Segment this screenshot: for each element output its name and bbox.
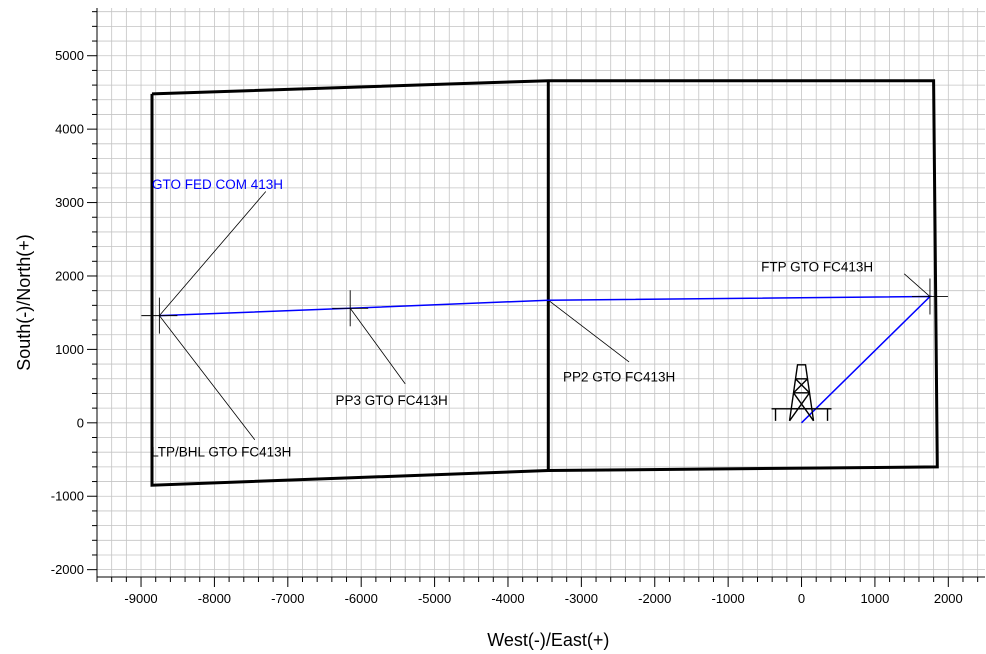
x-tick-label: -1000: [712, 591, 745, 606]
plot-frame: [96, 8, 985, 578]
point-annotation: PP3 GTO FC413H: [336, 393, 448, 408]
annotation-leaders: [159, 191, 931, 440]
annotation-leader: [159, 315, 256, 440]
grid-lines: [96, 8, 985, 577]
point-annotation: FTP GTO FC413H: [761, 259, 873, 274]
x-axis-label: West(-)/East(+): [487, 630, 609, 650]
x-tick-label: -7000: [271, 591, 304, 606]
y-tick-label: 2000: [55, 268, 84, 283]
x-tick-label: 2000: [934, 591, 963, 606]
y-tick-label: -1000: [51, 489, 84, 504]
y-tick-label: 0: [77, 415, 84, 430]
rig-stroke: [788, 392, 815, 422]
axis-ticks: [87, 11, 979, 587]
x-tick-label: 1000: [860, 591, 889, 606]
annotation-leader: [159, 191, 267, 316]
well-path-line: [159, 295, 932, 424]
x-tick-label: -5000: [418, 591, 451, 606]
lease-boundaries: [150, 79, 939, 487]
x-tick-label: -4000: [491, 591, 524, 606]
well-path: [159, 295, 932, 424]
point-annotation: LTP/BHL GTO FC413H: [151, 444, 291, 459]
lease-boundary: [150, 79, 939, 487]
x-tick-label: 0: [798, 591, 805, 606]
y-tick-label: -2000: [51, 562, 84, 577]
x-tick-label: -2000: [638, 591, 671, 606]
y-tick-label: 5000: [55, 48, 84, 63]
text-labels: -9000 -8000 -7000 -6000 -5000 -4000 -3000 -2000…: [14, 48, 963, 650]
y-tick-label: 1000: [55, 342, 84, 357]
rig-stroke: [774, 408, 829, 421]
x-tick-label: -6000: [345, 591, 378, 606]
point-annotation: PP2 GTO FC413H: [563, 370, 675, 385]
annotation-leader: [548, 299, 630, 363]
annotation-leader: [349, 308, 406, 385]
well-markers: [141, 278, 948, 334]
y-tick-label: 3000: [55, 195, 84, 210]
x-tick-label: -9000: [124, 591, 157, 606]
annotation-leader: [904, 273, 931, 297]
well-name-label: GTO FED COM 413H: [152, 177, 283, 192]
drilling-rig-icon: [771, 364, 832, 422]
y-tick-label: 4000: [55, 122, 84, 137]
y-axis-label: South(-)/North(+): [14, 234, 34, 371]
x-tick-label: -3000: [565, 591, 598, 606]
x-tick-label: -8000: [198, 591, 231, 606]
rig-stroke: [793, 378, 811, 394]
